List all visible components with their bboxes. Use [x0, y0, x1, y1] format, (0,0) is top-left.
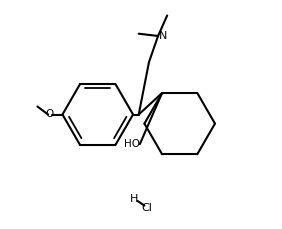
Text: Cl: Cl — [141, 203, 152, 213]
Text: N: N — [159, 31, 168, 41]
Text: H: H — [130, 194, 138, 204]
Text: HO: HO — [124, 139, 140, 149]
Text: O: O — [46, 109, 54, 120]
